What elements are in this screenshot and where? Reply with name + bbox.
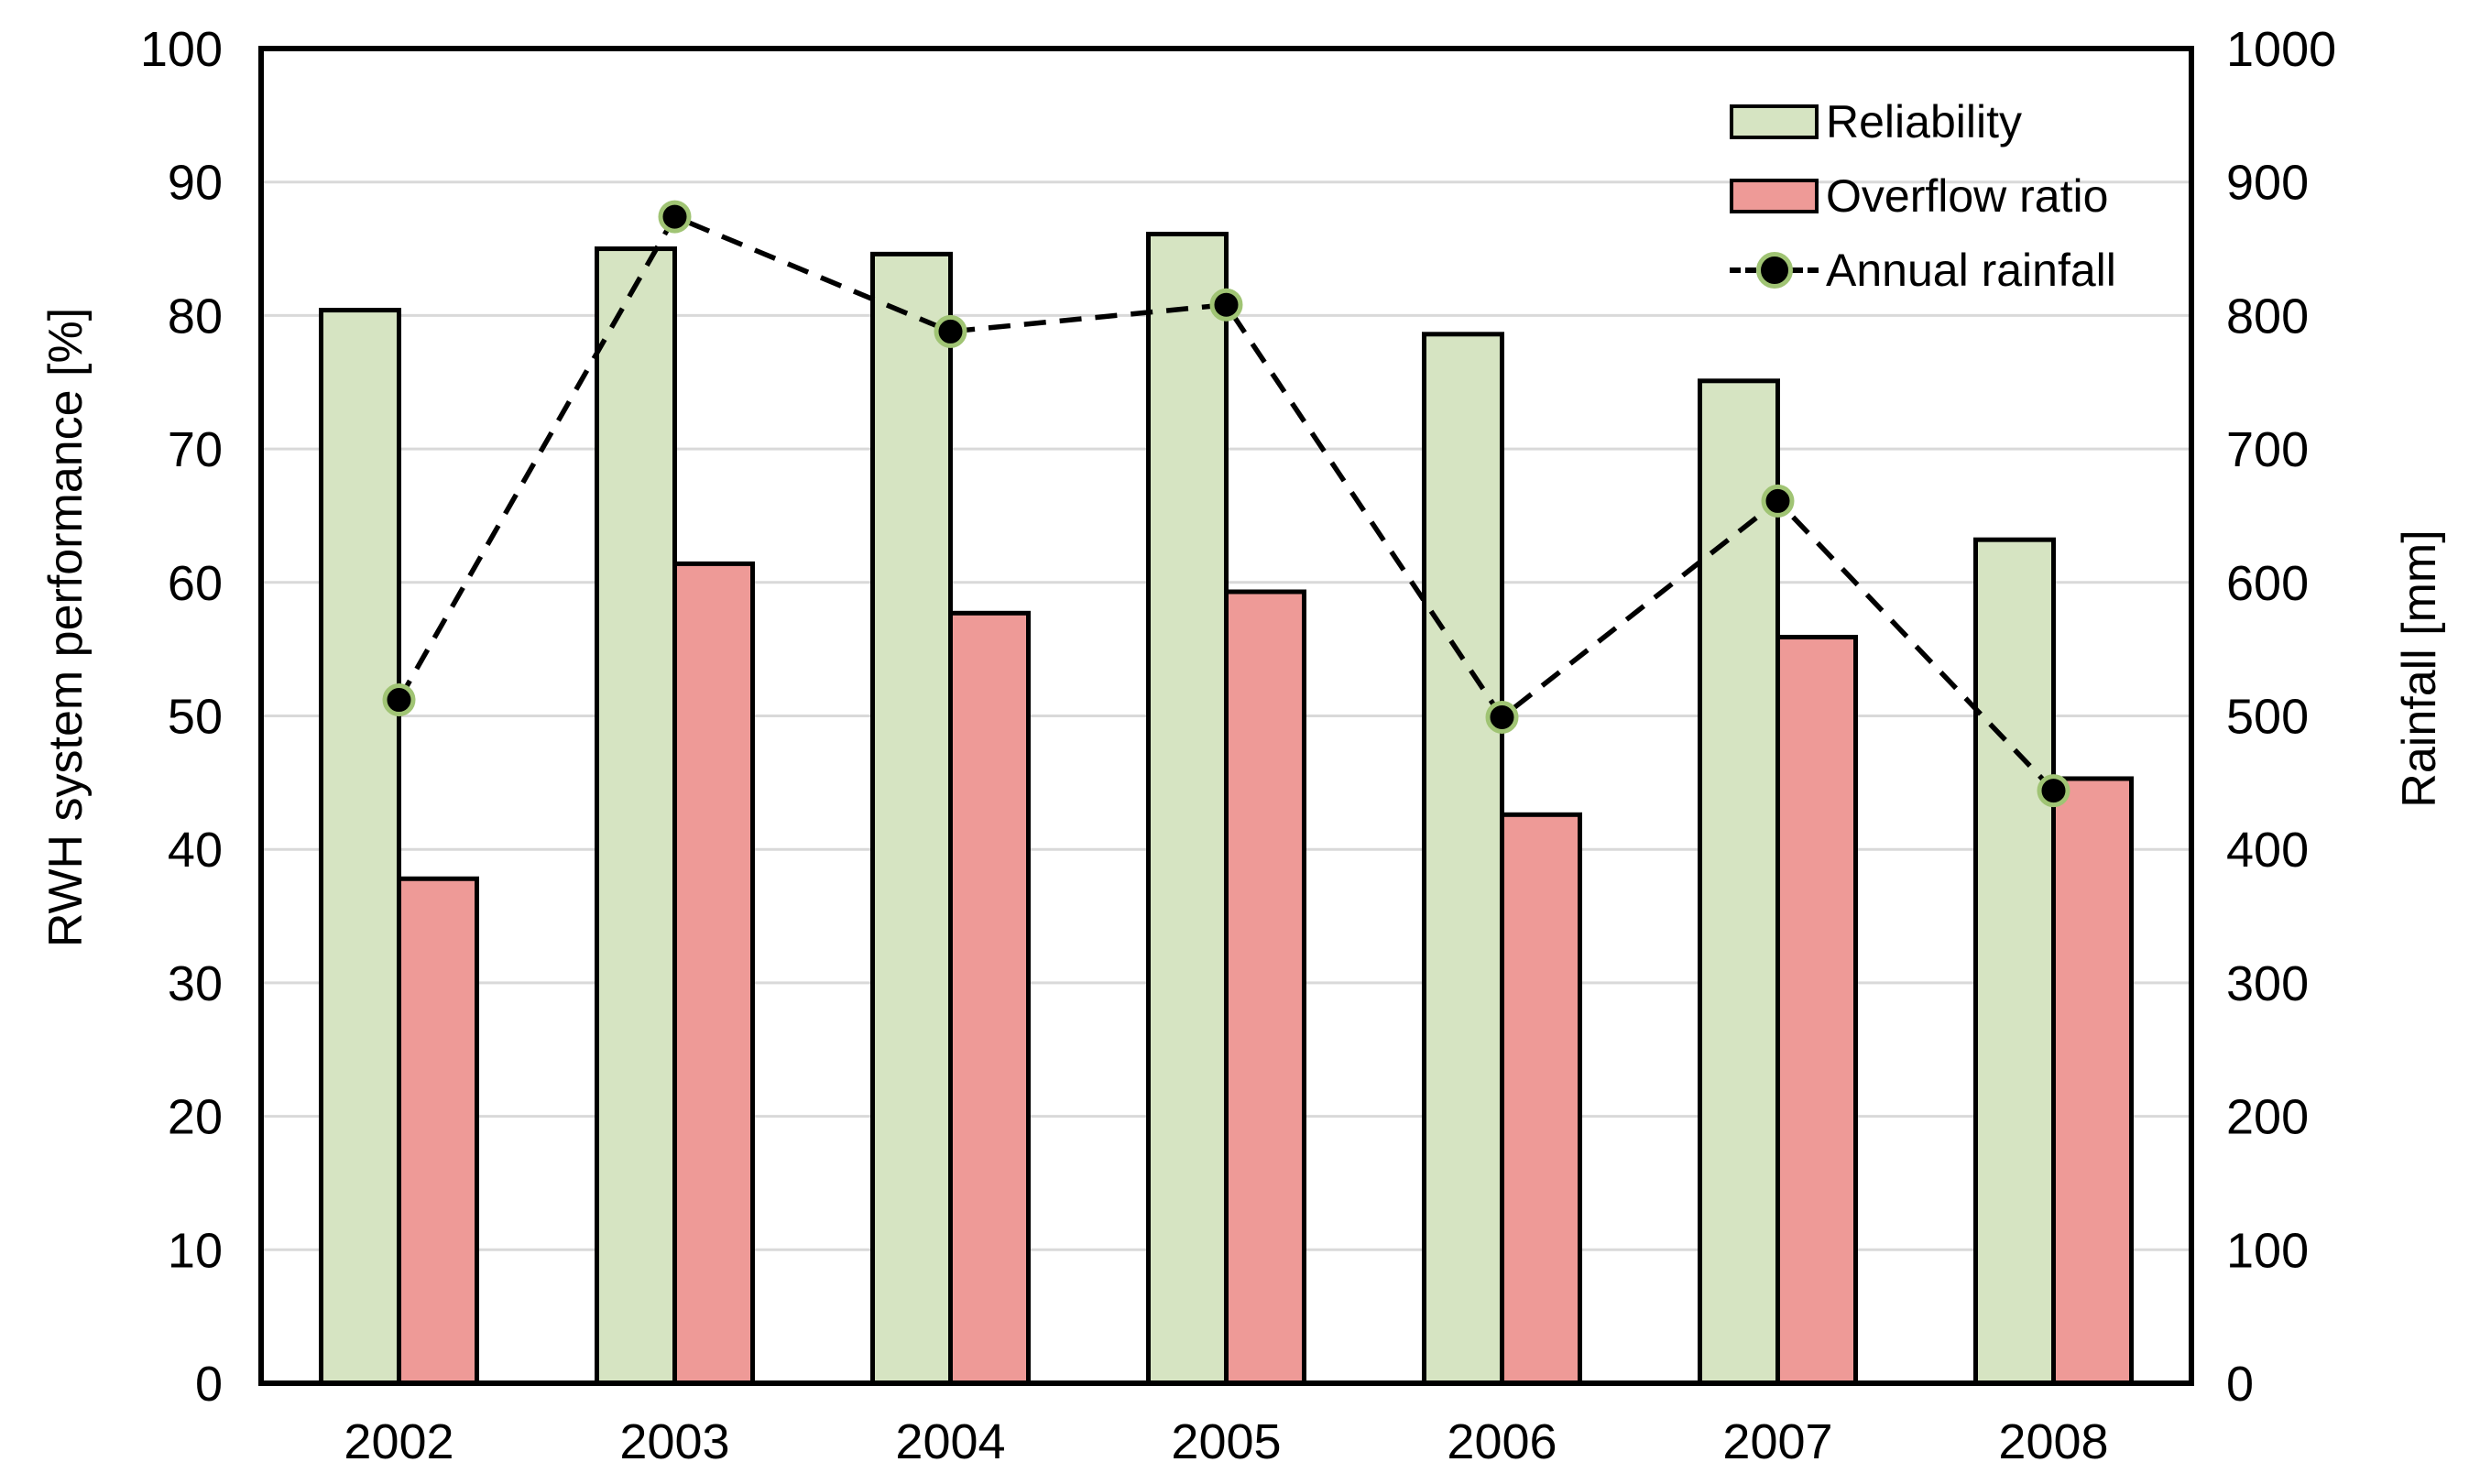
right-axis-tick-label: 500 — [2226, 690, 2309, 745]
legend-row-overflow: Overflow ratio — [1730, 158, 2116, 233]
left-axis-tick-label: 80 — [168, 289, 223, 344]
right-axis-tick-label: 200 — [2226, 1090, 2309, 1145]
reliability-bar — [1422, 332, 1504, 1386]
right-axis-tick-label: 700 — [2226, 422, 2309, 477]
x-axis-tick-label: 2002 — [344, 1414, 453, 1469]
legend-label-rainfall: Annual rainfall — [1826, 244, 2116, 296]
left-axis-tick-label: 30 — [168, 956, 223, 1011]
overflow-ratio-bar — [672, 561, 755, 1386]
right-axis-tick-label: 900 — [2226, 156, 2309, 211]
left-axis-tick-label: 40 — [168, 823, 223, 878]
right-axis-tick-label: 400 — [2226, 823, 2309, 878]
right-axis-tick-label: 800 — [2226, 289, 2309, 344]
rainfall-marker — [1761, 484, 1795, 518]
overflow-ratio-bar — [1775, 635, 1858, 1386]
rainfall-marker — [934, 314, 967, 348]
right-axis-tick-label: 100 — [2226, 1223, 2309, 1278]
rainfall-marker — [1485, 700, 1519, 734]
x-axis-tick-label: 2008 — [1998, 1414, 2108, 1469]
plot-frame — [258, 46, 2194, 1386]
x-axis-tick-label: 2004 — [895, 1414, 1005, 1469]
left-axis-tick-label: 60 — [168, 556, 223, 611]
rainfall-marker — [2037, 774, 2070, 808]
legend-row-reliability: Reliability — [1730, 84, 2116, 158]
right-axis-tick-label: 600 — [2226, 556, 2309, 611]
left-axis-title: RWH system performance [%] — [39, 307, 93, 948]
reliability-swatch-icon — [1730, 104, 1819, 139]
x-axis-tick-label: 2006 — [1447, 1414, 1557, 1469]
x-axis-tick-label: 2003 — [619, 1414, 729, 1469]
x-axis-tick-label: 2007 — [1722, 1414, 1832, 1469]
overflow-ratio-bar — [1224, 589, 1306, 1386]
left-axis-tick-label: 10 — [168, 1223, 223, 1278]
overflow-ratio-bar — [397, 876, 479, 1386]
overflow-ratio-bar — [948, 610, 1031, 1386]
left-axis-tick-label: 20 — [168, 1090, 223, 1145]
right-axis-tick-label: 300 — [2226, 956, 2309, 1011]
left-axis-tick-label: 70 — [168, 422, 223, 477]
rainfall-marker — [658, 200, 692, 234]
overflow-ratio-bar — [1500, 812, 1582, 1386]
right-axis-tick-label: 1000 — [2226, 22, 2336, 77]
left-axis-tick-label: 50 — [168, 690, 223, 745]
right-axis-title: Rainfall [mm] — [2393, 529, 2446, 808]
right-axis-tick-label: 0 — [2226, 1357, 2254, 1412]
left-axis-tick-label: 0 — [195, 1357, 223, 1412]
reliability-bar — [319, 308, 401, 1386]
marker-dot-icon — [1755, 251, 1793, 289]
x-axis-tick-label: 2005 — [1171, 1414, 1281, 1469]
left-axis-tick-label: 90 — [168, 156, 223, 211]
legend-label-reliability: Reliability — [1826, 95, 2022, 147]
overflow-ratio-swatch-icon — [1730, 178, 1819, 213]
reliability-bar — [1973, 537, 2056, 1386]
legend: Reliability Overflow ratio Annual rainfa… — [1730, 84, 2116, 307]
reliability-bar — [870, 251, 953, 1386]
rainfall-marker — [382, 683, 416, 717]
left-axis-tick-label: 100 — [140, 22, 223, 77]
rainfall-line-sample-icon — [1730, 251, 1819, 289]
reliability-bar — [1698, 378, 1780, 1386]
legend-label-overflow: Overflow ratio — [1826, 169, 2109, 222]
reliability-bar — [595, 246, 677, 1386]
overflow-ratio-bar — [2051, 776, 2134, 1386]
rainfall-marker — [1209, 288, 1243, 322]
reliability-bar — [1146, 232, 1229, 1386]
legend-row-rainfall: Annual rainfall — [1730, 233, 2116, 307]
